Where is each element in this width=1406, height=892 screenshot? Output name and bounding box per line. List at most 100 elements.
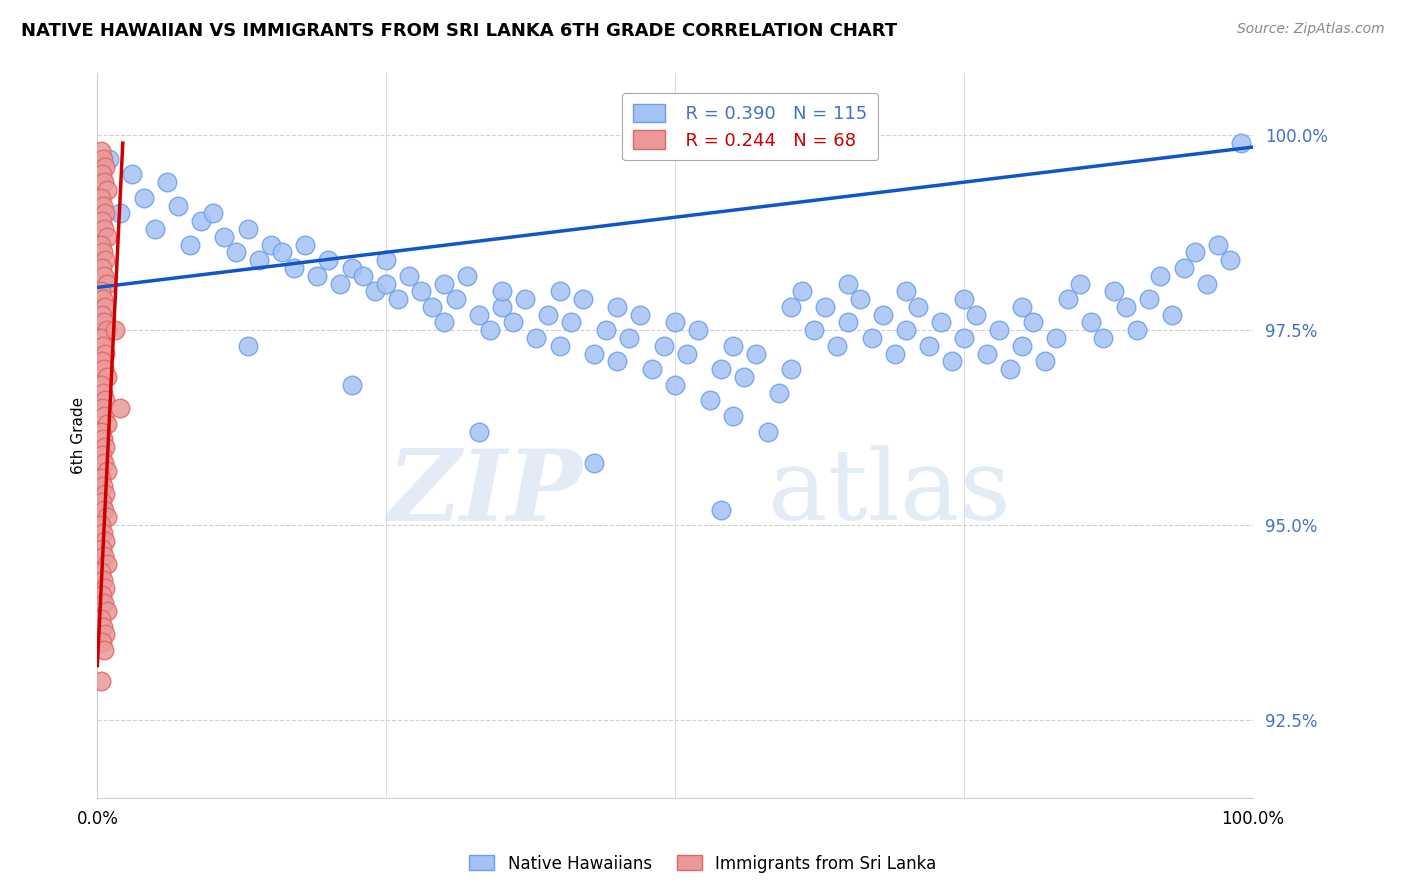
Point <box>294 237 316 252</box>
Point <box>91 152 114 166</box>
Point <box>90 331 112 345</box>
Point <box>896 285 918 299</box>
Point <box>90 612 112 626</box>
Point <box>1104 285 1126 299</box>
Text: atlas: atlas <box>768 446 1011 541</box>
Point <box>352 268 374 283</box>
Point <box>1045 331 1067 345</box>
Point <box>953 292 976 306</box>
Point <box>90 144 112 158</box>
Point <box>97 152 120 166</box>
Point <box>91 588 114 602</box>
Point <box>340 377 363 392</box>
Point <box>664 316 686 330</box>
Point <box>96 183 118 197</box>
Point <box>779 300 801 314</box>
Point <box>721 339 744 353</box>
Point <box>156 175 179 189</box>
Point <box>90 377 112 392</box>
Point <box>953 331 976 345</box>
Point <box>883 347 905 361</box>
Point <box>143 222 166 236</box>
Point <box>1011 339 1033 353</box>
Point <box>1195 277 1218 291</box>
Point <box>90 285 112 299</box>
Point <box>93 596 115 610</box>
Point <box>91 308 114 322</box>
Point <box>201 206 224 220</box>
Point <box>283 260 305 275</box>
Point <box>94 533 117 548</box>
Point <box>91 292 114 306</box>
Point <box>260 237 283 252</box>
Point <box>91 433 114 447</box>
Point <box>548 285 571 299</box>
Point <box>94 300 117 314</box>
Point <box>699 393 721 408</box>
Point <box>1115 300 1137 314</box>
Point <box>595 323 617 337</box>
Point <box>132 191 155 205</box>
Point <box>630 308 652 322</box>
Point <box>93 456 115 470</box>
Point <box>617 331 640 345</box>
Point <box>965 308 987 322</box>
Point <box>91 385 114 400</box>
Point <box>90 237 112 252</box>
Point <box>91 526 114 541</box>
Point <box>93 316 115 330</box>
Point <box>606 300 628 314</box>
Point <box>987 323 1010 337</box>
Point <box>513 292 536 306</box>
Point <box>91 198 114 212</box>
Point <box>93 268 115 283</box>
Point <box>91 339 114 353</box>
Point <box>976 347 998 361</box>
Point <box>94 581 117 595</box>
Point <box>94 253 117 268</box>
Point <box>387 292 409 306</box>
Point <box>96 464 118 478</box>
Point <box>96 510 118 524</box>
Point <box>93 643 115 657</box>
Point <box>375 253 398 268</box>
Point <box>526 331 548 345</box>
Point <box>90 565 112 579</box>
Text: Source: ZipAtlas.com: Source: ZipAtlas.com <box>1237 22 1385 37</box>
Point <box>583 347 606 361</box>
Point <box>94 160 117 174</box>
Point <box>409 285 432 299</box>
Point <box>837 277 859 291</box>
Point <box>1219 253 1241 268</box>
Point <box>96 370 118 384</box>
Point <box>91 495 114 509</box>
Point <box>91 635 114 649</box>
Point <box>93 222 115 236</box>
Point <box>1149 268 1171 283</box>
Point <box>560 316 582 330</box>
Point <box>537 308 560 322</box>
Point <box>93 362 115 376</box>
Point <box>792 285 814 299</box>
Point <box>93 549 115 564</box>
Legend: Native Hawaiians, Immigrants from Sri Lanka: Native Hawaiians, Immigrants from Sri La… <box>463 848 943 880</box>
Point <box>444 292 467 306</box>
Point <box>190 214 212 228</box>
Point <box>745 347 768 361</box>
Point <box>96 323 118 337</box>
Point <box>779 362 801 376</box>
Text: NATIVE HAWAIIAN VS IMMIGRANTS FROM SRI LANKA 6TH GRADE CORRELATION CHART: NATIVE HAWAIIAN VS IMMIGRANTS FROM SRI L… <box>21 22 897 40</box>
Point <box>1184 245 1206 260</box>
Point <box>214 229 236 244</box>
Point <box>167 198 190 212</box>
Point <box>104 323 127 337</box>
Point <box>90 518 112 533</box>
Point <box>93 175 115 189</box>
Point <box>479 323 502 337</box>
Point <box>236 222 259 236</box>
Point <box>96 229 118 244</box>
Point <box>90 425 112 439</box>
Point <box>837 316 859 330</box>
Point <box>896 323 918 337</box>
Point <box>329 277 352 291</box>
